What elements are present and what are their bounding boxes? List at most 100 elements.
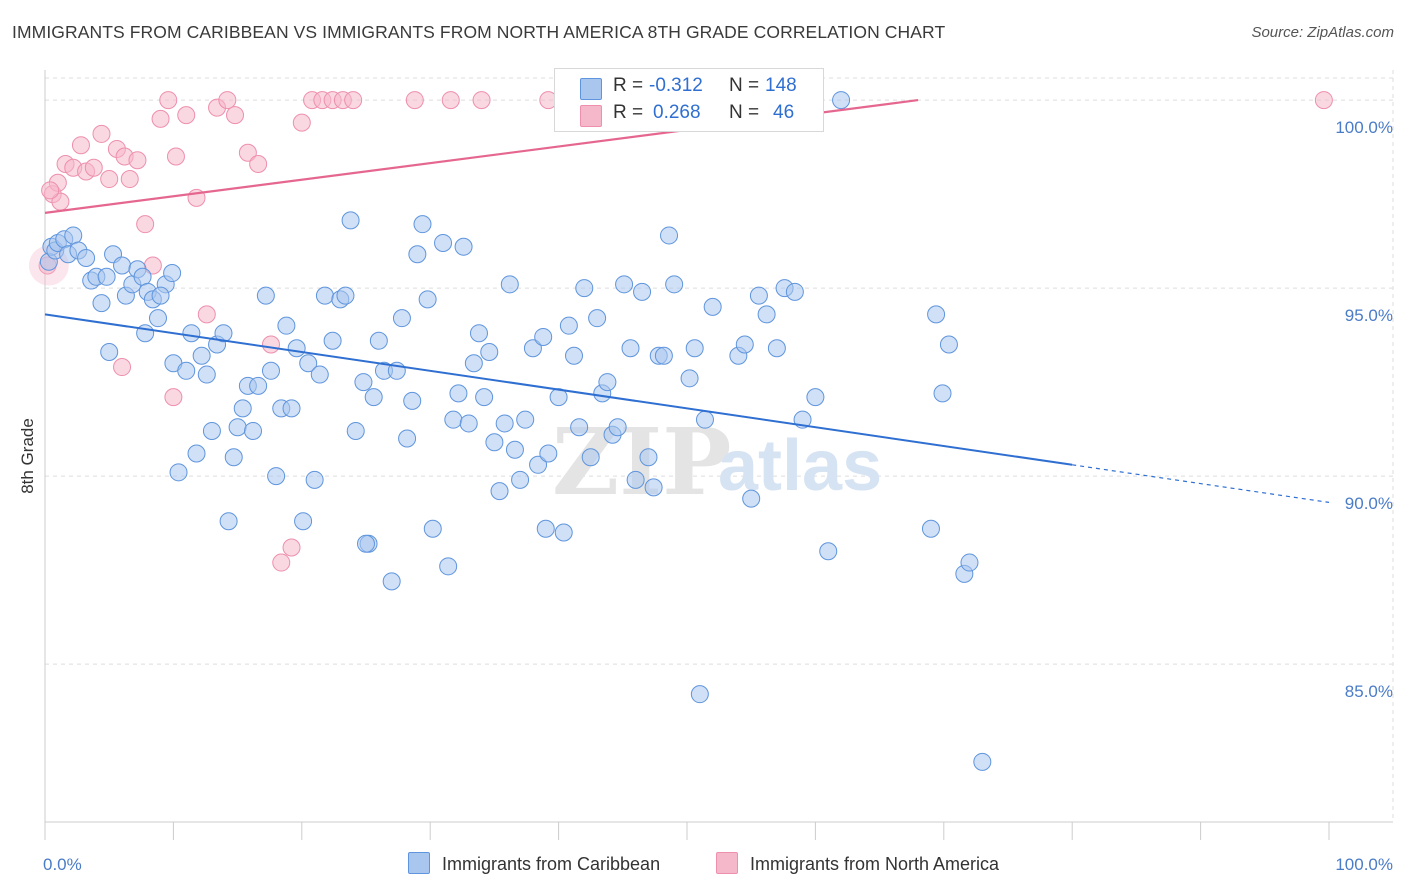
data-point-caribbean: [485, 433, 504, 452]
axes: [44, 70, 1393, 840]
data-point-caribbean: [454, 237, 473, 256]
data-point-caribbean: [187, 444, 206, 463]
data-point-caribbean: [228, 418, 247, 437]
data-point-caribbean: [282, 399, 301, 418]
data-point-caribbean: [665, 275, 684, 294]
data-point-north-america: [113, 358, 132, 377]
source-label: Source: ZipAtlas.com: [1251, 24, 1394, 41]
data-point-caribbean: [475, 388, 494, 407]
data-point-north-america: [405, 91, 424, 110]
legend-swatch-pink: [580, 105, 602, 127]
data-point-caribbean: [439, 557, 458, 576]
data-point-caribbean: [703, 297, 722, 316]
data-point-caribbean: [921, 519, 940, 538]
data-point-caribbean: [382, 572, 401, 591]
data-point-caribbean: [267, 467, 286, 486]
data-point-north-america: [159, 91, 178, 110]
data-point-caribbean: [536, 519, 555, 538]
data-point-caribbean: [495, 414, 514, 433]
data-point-north-america: [84, 158, 103, 177]
legend-n-label: N =: [729, 75, 760, 96]
data-point-caribbean: [565, 346, 584, 365]
data-point-caribbean: [310, 365, 329, 384]
data-point-caribbean: [767, 339, 786, 358]
data-point-caribbean: [364, 388, 383, 407]
data-point-caribbean: [182, 324, 201, 343]
data-point-caribbean: [539, 444, 558, 463]
data-point-caribbean: [444, 410, 463, 429]
data-point-caribbean: [927, 305, 946, 324]
data-point-caribbean: [357, 534, 375, 553]
data-point-caribbean: [256, 286, 275, 305]
legend-r-value: -0.312: [649, 75, 703, 96]
data-point-caribbean: [511, 470, 530, 489]
data-point-caribbean: [169, 463, 188, 482]
data-point-caribbean: [151, 286, 170, 305]
watermark: ZIP atlas: [552, 408, 882, 516]
legend-r-value: 0.268: [653, 102, 701, 123]
data-point-caribbean: [323, 331, 342, 350]
data-point-caribbean: [392, 309, 411, 328]
legend-row-north-america: R = 0.268 N = 46: [555, 100, 823, 128]
x-tick-label: 100.0%: [1335, 855, 1393, 874]
data-point-caribbean: [469, 324, 488, 343]
data-point-caribbean: [459, 414, 478, 433]
data-point-caribbean: [598, 373, 617, 392]
data-point-north-america: [441, 91, 460, 110]
data-point-caribbean: [192, 346, 211, 365]
data-point-caribbean: [64, 226, 83, 245]
data-point-caribbean: [639, 448, 658, 467]
data-point-caribbean: [644, 478, 663, 497]
data-point-north-america: [151, 109, 170, 128]
data-point-caribbean: [224, 448, 243, 467]
data-point-caribbean: [249, 376, 268, 395]
data-point-caribbean: [933, 384, 952, 403]
data-point-north-america: [164, 388, 183, 407]
data-point-caribbean: [346, 421, 365, 440]
series-caribbean-points: [39, 91, 992, 771]
data-point-caribbean: [529, 455, 548, 474]
x-tick-labels: 0.0% 100.0%: [43, 855, 1393, 874]
bottom-legend-label-caribbean: Immigrants from Caribbean: [442, 854, 661, 874]
data-point-caribbean: [299, 354, 318, 373]
trend-line-caribbean-extension: [1072, 464, 1330, 503]
data-point-caribbean: [434, 233, 453, 252]
data-point-caribbean: [757, 305, 776, 324]
data-point-north-america: [128, 151, 147, 170]
data-point-caribbean: [163, 264, 182, 283]
data-point-caribbean: [449, 384, 468, 403]
data-point-caribbean: [581, 448, 600, 467]
data-point-caribbean: [336, 286, 355, 305]
y-tick-label: 85.0%: [1345, 682, 1393, 701]
data-point-caribbean: [398, 429, 417, 448]
data-point-caribbean: [413, 215, 432, 234]
data-point-caribbean: [575, 279, 594, 298]
data-point-caribbean: [559, 316, 578, 335]
data-point-north-america: [249, 155, 268, 173]
data-point-caribbean: [233, 399, 252, 418]
data-point-north-america: [292, 113, 311, 132]
bottom-legend-swatch-pink: [716, 852, 738, 874]
data-point-caribbean: [287, 339, 306, 358]
data-point-caribbean: [403, 391, 422, 410]
data-point-caribbean: [354, 373, 373, 392]
data-point-north-america: [71, 136, 90, 155]
data-point-caribbean: [500, 275, 519, 294]
data-point-caribbean: [148, 309, 167, 328]
legend-n-value: 148: [765, 75, 797, 96]
data-point-caribbean: [819, 542, 838, 561]
bottom-legend-caribbean: Immigrants from Caribbean: [408, 852, 660, 875]
data-point-caribbean: [408, 245, 427, 264]
data-point-caribbean: [516, 410, 535, 429]
data-point-caribbean: [341, 211, 360, 230]
bottom-legend-label-north-america: Immigrants from North America: [750, 854, 1000, 874]
data-point-caribbean: [588, 309, 607, 328]
data-point-caribbean: [92, 294, 111, 313]
legend-row-caribbean: R = -0.312 N = 148: [555, 73, 823, 101]
data-point-caribbean: [626, 470, 645, 489]
data-point-caribbean: [660, 226, 679, 245]
data-point-north-america: [261, 335, 280, 354]
data-point-north-america: [472, 91, 491, 110]
watermark-atlas: atlas: [718, 426, 882, 506]
